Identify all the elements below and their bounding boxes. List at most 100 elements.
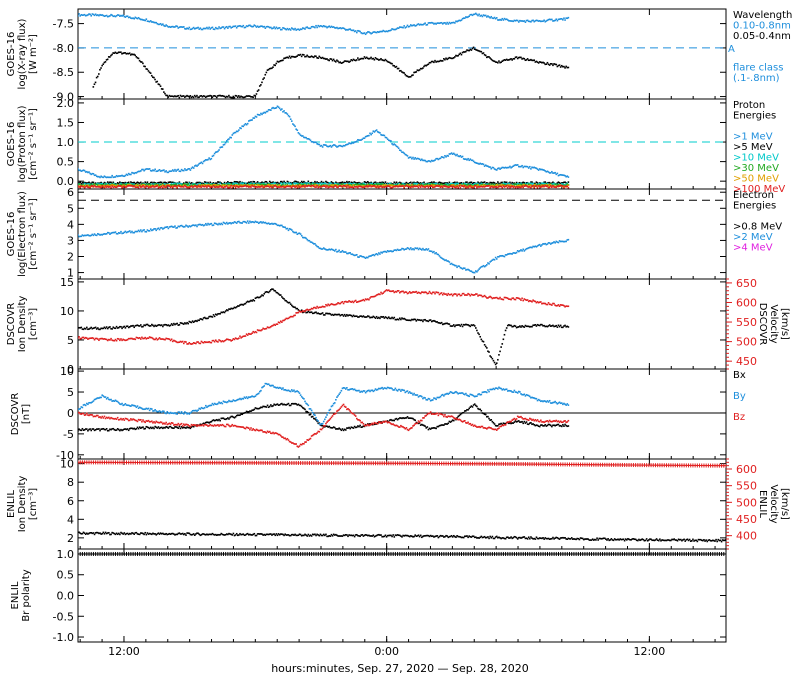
data-point xyxy=(428,248,430,250)
data-point xyxy=(245,335,247,337)
data-point xyxy=(551,63,553,65)
data-point xyxy=(331,58,333,60)
data-point xyxy=(115,231,117,233)
data-point xyxy=(266,181,268,183)
data-point xyxy=(563,17,565,19)
right-y-axis-label: DSCOVR xyxy=(757,303,768,346)
data-point xyxy=(494,259,496,261)
data-point xyxy=(319,144,321,146)
data-point xyxy=(461,54,463,56)
data-point xyxy=(476,330,478,332)
y-tick-label: -8.5 xyxy=(53,66,74,79)
data-point xyxy=(324,314,326,316)
data-point xyxy=(439,185,441,187)
data-point xyxy=(163,185,165,187)
data-point xyxy=(288,230,290,232)
data-point xyxy=(261,329,263,331)
data-point xyxy=(568,176,570,178)
data-point xyxy=(287,113,289,115)
data-point xyxy=(213,224,215,226)
data-point xyxy=(474,325,476,327)
data-point xyxy=(161,324,163,326)
data-point xyxy=(506,327,508,329)
data-point xyxy=(183,343,185,345)
right-y-axis-label: [km/s] xyxy=(779,308,790,340)
data-point xyxy=(516,252,518,254)
data-point xyxy=(364,137,366,139)
data-point xyxy=(166,95,168,97)
y-axis-label: log(X-ray flux) xyxy=(17,18,28,89)
data-point xyxy=(258,89,260,91)
data-point xyxy=(183,26,185,28)
data-point xyxy=(95,327,97,329)
y-tick-label: 3 xyxy=(67,234,74,247)
data-point xyxy=(356,32,358,34)
data-point xyxy=(433,251,435,253)
data-point xyxy=(302,135,304,137)
data-point xyxy=(212,27,214,29)
data-point xyxy=(465,51,467,53)
data-point xyxy=(98,73,100,75)
data-point xyxy=(88,171,90,173)
data-point xyxy=(226,26,228,28)
data-point xyxy=(410,156,412,158)
data-point xyxy=(466,181,468,183)
y-axis-label: DSCOVR xyxy=(6,303,17,346)
legend-entry: Wavelength xyxy=(733,10,792,21)
data-point xyxy=(120,338,122,340)
data-point xyxy=(316,185,318,187)
data-point xyxy=(154,228,156,230)
data-point xyxy=(262,295,264,297)
data-point xyxy=(443,157,445,159)
data-point xyxy=(371,132,373,134)
data-point xyxy=(396,66,398,68)
data-point xyxy=(537,187,539,189)
data-point xyxy=(132,325,134,327)
data-point xyxy=(238,129,240,131)
data-point xyxy=(468,15,470,17)
data-point xyxy=(552,185,554,187)
data-point xyxy=(391,63,393,65)
data-point xyxy=(164,93,166,95)
y-tick-label: 2.0 xyxy=(57,97,75,110)
data-point xyxy=(523,58,525,60)
data-point xyxy=(176,227,178,229)
data-point xyxy=(153,77,155,79)
data-point xyxy=(230,185,232,187)
data-point xyxy=(300,54,302,56)
data-point xyxy=(565,241,567,243)
data-point xyxy=(488,263,490,265)
data-point xyxy=(551,19,553,21)
data-point xyxy=(247,220,249,222)
data-point xyxy=(494,362,496,364)
data-point xyxy=(279,27,281,29)
data-point xyxy=(183,170,185,172)
data-point xyxy=(157,185,159,187)
data-point xyxy=(127,174,129,176)
data-point xyxy=(159,84,161,86)
data-point xyxy=(344,314,346,316)
data-point xyxy=(174,225,176,227)
data-point xyxy=(454,56,456,58)
data-point xyxy=(202,319,204,321)
data-point xyxy=(473,187,475,189)
data-point xyxy=(162,187,164,189)
data-point xyxy=(353,184,355,186)
data-point xyxy=(296,129,298,131)
data-point xyxy=(255,184,257,186)
data-point xyxy=(206,186,208,188)
data-point xyxy=(275,63,277,65)
data-point xyxy=(222,224,224,226)
data-point xyxy=(266,72,268,74)
data-point xyxy=(105,61,107,63)
data-point xyxy=(263,293,265,295)
data-point xyxy=(447,23,449,25)
data-point xyxy=(234,97,236,99)
data-point xyxy=(489,166,491,168)
data-point xyxy=(100,187,102,189)
data-point xyxy=(110,177,112,179)
data-point xyxy=(129,230,131,232)
data-point xyxy=(107,58,109,60)
series-0-10-0-8nm xyxy=(77,13,569,35)
legend-entry: (.1-.8nm) xyxy=(733,73,780,84)
